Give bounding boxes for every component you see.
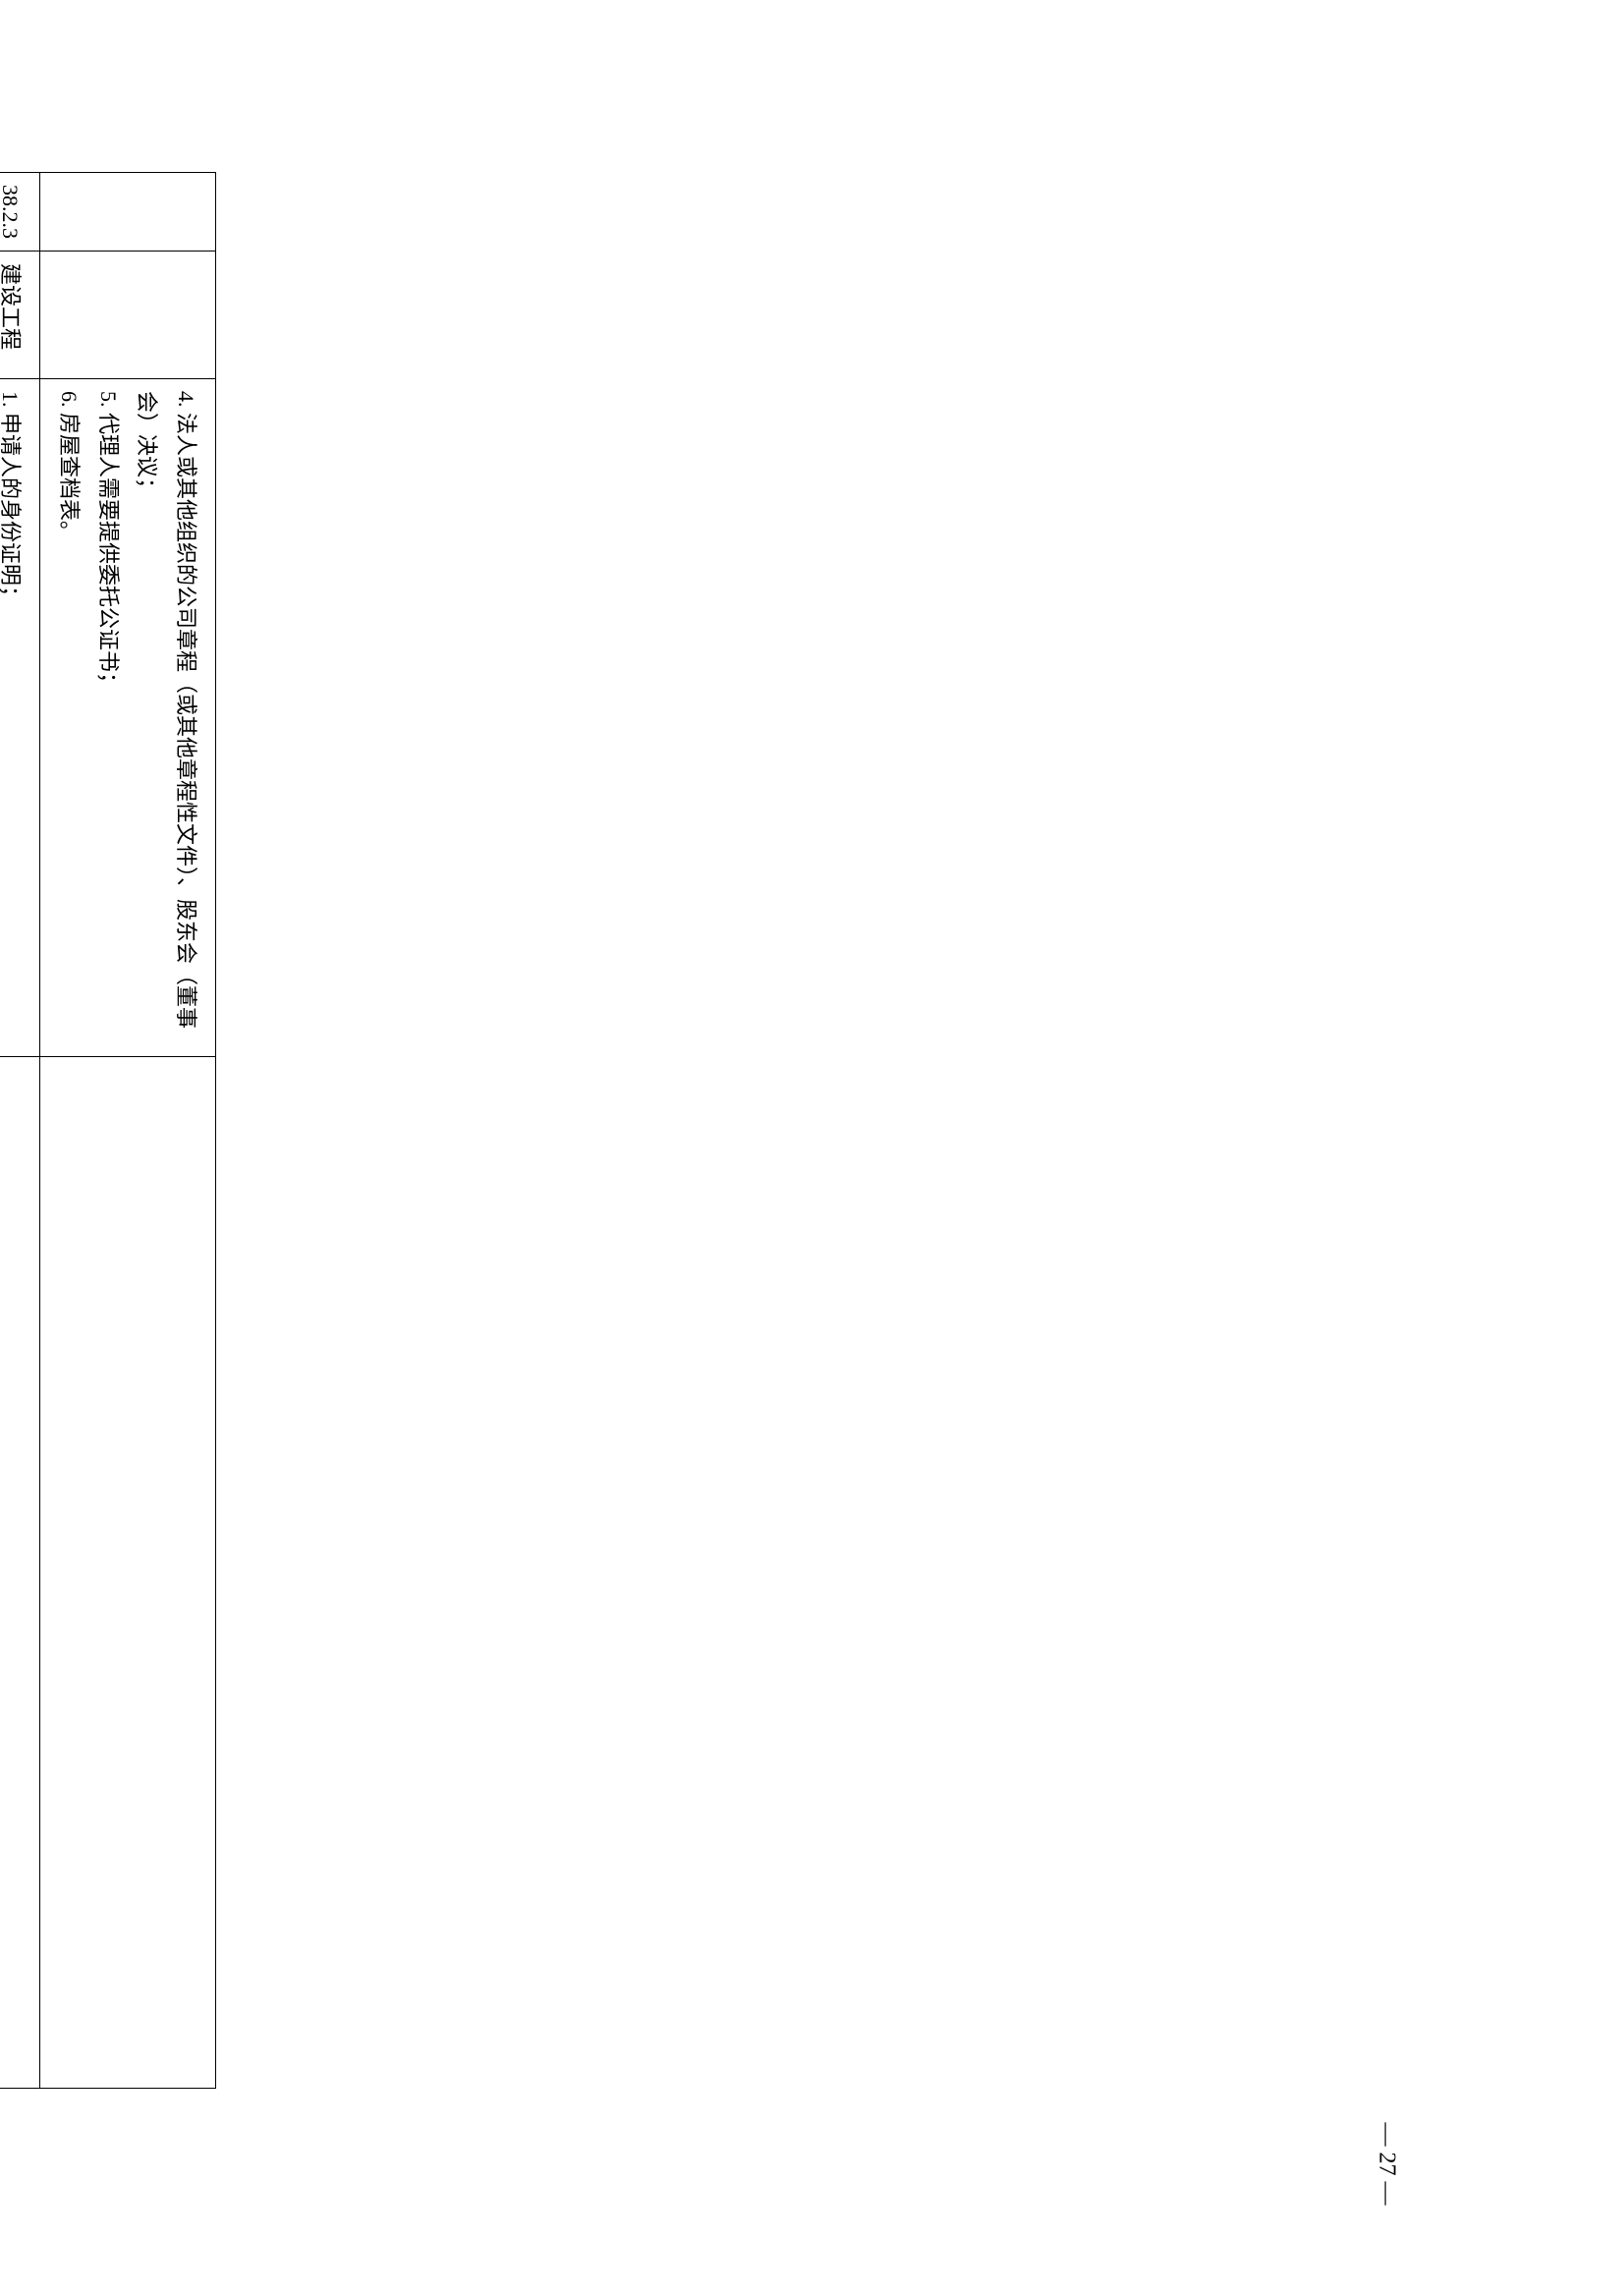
row-requirements-2 [0, 1057, 39, 2089]
row-name: 建设工程合同 [0, 252, 39, 379]
document-table: 4. 法人或其他组织的公司章程（或其他章程性文件）、股东会（董事会）决议； 5.… [0, 172, 216, 2089]
table-row: 4. 法人或其他组织的公司章程（或其他章程性文件）、股东会（董事会）决议； 5.… [39, 173, 215, 2089]
row-number: 38.2.3 [0, 173, 39, 252]
page-number: — 27 — [1373, 2123, 1400, 2206]
row-number [39, 173, 215, 252]
row-requirements-2 [39, 1057, 215, 2089]
row-requirements-1: 1. 申请人的身份证明； 2. 代理人的身份证明、授权委托书； 3. 发包方、承… [0, 379, 39, 1057]
row-name [39, 252, 215, 379]
row-requirements-1: 4. 法人或其他组织的公司章程（或其他章程性文件）、股东会（董事会）决议； 5.… [39, 379, 215, 1057]
table-row: 38.2.3建设工程合同1. 申请人的身份证明； 2. 代理人的身份证明、授权委… [0, 173, 39, 2089]
